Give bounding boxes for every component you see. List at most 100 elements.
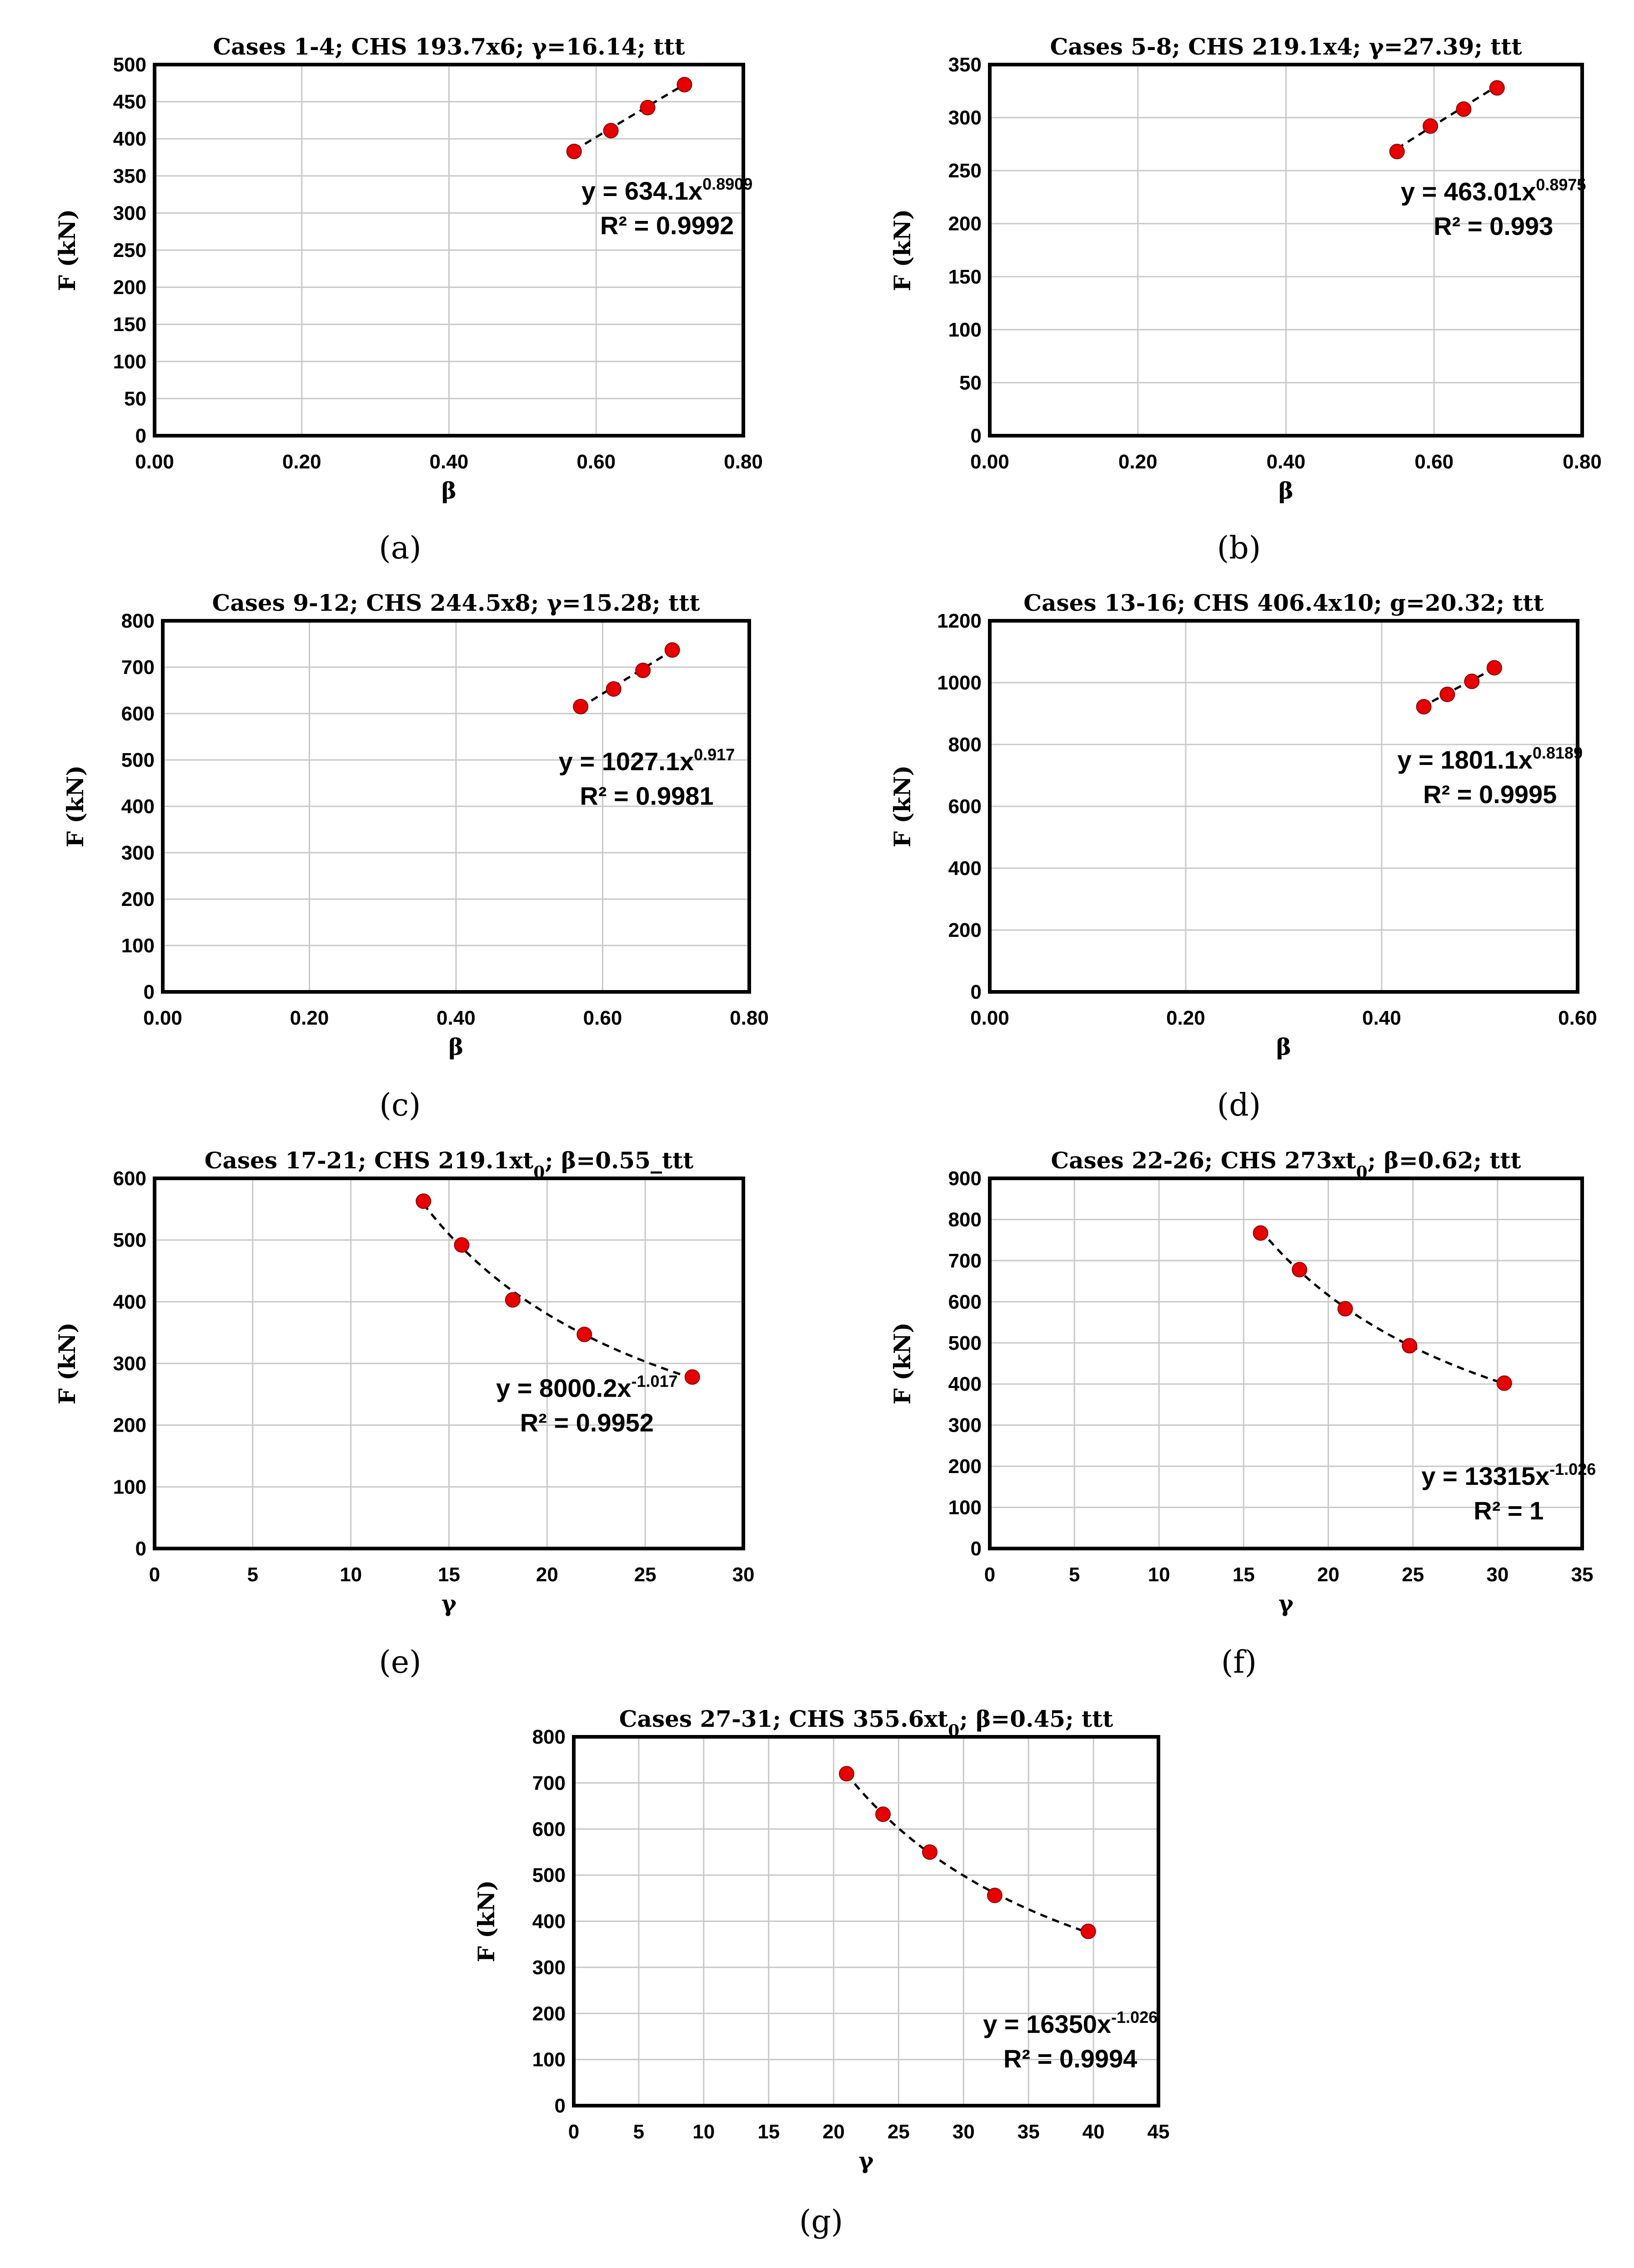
y-tick-label: 200 (948, 213, 982, 235)
x-tick-label: 0.60 (576, 451, 616, 473)
chart-b: 0 50 100 150 200 250 300 350 0.00 0.20 0.40 0.60 0.8… (889, 33, 1602, 566)
y-tick-label: 200 (532, 2002, 566, 2025)
r-squared: R² = 0.9994 (1003, 2044, 1137, 2073)
trend-equation: y = 13315x-1.026 (1421, 1460, 1596, 1490)
x-axis-label: β (448, 1033, 463, 1060)
y-tick-label: 200 (113, 1414, 146, 1437)
x-tick-label: 25 (634, 1564, 657, 1586)
y-tick-label: 500 (532, 1864, 566, 1886)
y-tick-label: 600 (532, 1818, 566, 1841)
y-axis-label: F (kN) (473, 1880, 500, 1962)
plot-frame (988, 63, 1584, 438)
y-tick-label: 100 (113, 1476, 146, 1498)
r-squared: R² = 1 (1474, 1496, 1544, 1525)
chart-title: Cases 13-16; CHS 406.4x10; g=20.32; ttt (1023, 589, 1544, 616)
data-point (606, 681, 622, 697)
y-tick-label: 0 (144, 981, 155, 1003)
data-point (1253, 1225, 1268, 1241)
data-point (1464, 674, 1480, 689)
data-point (839, 1766, 855, 1782)
y-tick-label: 600 (948, 1291, 982, 1313)
y-tick-label: 300 (948, 107, 982, 129)
data-point (573, 699, 589, 714)
y-tick-label: 150 (948, 266, 982, 288)
data-point (987, 1887, 1002, 1903)
y-tick-label: 0 (135, 425, 146, 447)
y-tick-label: 100 (121, 935, 155, 957)
x-tick-label: 0.80 (724, 451, 763, 473)
y-tick-label: 400 (948, 1373, 982, 1395)
y-tick-label: 600 (121, 703, 155, 725)
y-tick-label: 700 (121, 656, 155, 679)
x-axis-label: β (441, 477, 456, 504)
data-point (566, 143, 582, 159)
y-axis-label: F (kN) (889, 209, 916, 292)
y-tick-label: 300 (113, 202, 146, 224)
r-squared: R² = 0.993 (1434, 211, 1553, 240)
x-tick-label: 0.60 (583, 1007, 622, 1029)
y-tick-label: 400 (532, 1911, 566, 1933)
y-tick-label: 800 (121, 610, 155, 632)
y-tick-label: 400 (948, 857, 982, 880)
y-tick-label: 400 (121, 795, 155, 818)
x-tick-label: 0.40 (436, 1007, 476, 1029)
y-axis-label: F (kN) (54, 1323, 80, 1405)
x-tick-label: 45 (1148, 2121, 1170, 2143)
data-point (922, 1844, 938, 1860)
data-point (677, 77, 692, 93)
chart-f: 0 100 200 300 400 500 600 700 800 900 0 5 10 15 20 25 30… (889, 1147, 1596, 1680)
plot-frame (988, 619, 1579, 994)
y-tick-label: 250 (113, 239, 146, 261)
trendline (573, 81, 689, 151)
x-tick-label: 0.00 (135, 451, 174, 473)
x-tick-label: 10 (1148, 1564, 1170, 1586)
x-tick-label: 0.60 (1558, 1007, 1597, 1029)
trend-equation: y = 1027.1x0.917 (559, 745, 735, 775)
x-tick-label: 0.40 (1267, 451, 1306, 473)
panel-label: (f) (1221, 1644, 1257, 1680)
x-tick-label: 25 (1402, 1564, 1424, 1586)
x-tick-label: 20 (536, 1564, 558, 1586)
y-tick-label: 700 (532, 1772, 566, 1794)
y-tick-label: 50 (959, 372, 982, 394)
x-tick-label: 0 (568, 2121, 579, 2143)
y-tick-label: 200 (948, 1455, 982, 1478)
data-point (1439, 686, 1455, 702)
y-tick-label: 500 (113, 54, 146, 76)
y-tick-label: 450 (113, 91, 146, 113)
x-tick-label: 15 (757, 2121, 780, 2143)
plot-frame (153, 1177, 745, 1550)
chart-title: Cases 22-26; CHS 273xt0; β=0.62; ttt (1051, 1147, 1521, 1182)
x-tick-label: 15 (438, 1564, 460, 1586)
y-tick-label: 0 (555, 2095, 566, 2117)
x-axis-label: γ (441, 1590, 457, 1617)
x-axis-label: β (1278, 477, 1293, 504)
y-tick-label: 400 (113, 128, 146, 150)
x-tick-label: 5 (1069, 1564, 1080, 1586)
y-tick-label: 300 (113, 1353, 146, 1375)
x-tick-label: 0.40 (430, 451, 469, 473)
chart-e: 0 100 200 300 400 500 600 0 5 10 15 20 25 30 γ F (kN) Ca… (54, 1147, 754, 1680)
x-tick-label: 0.80 (730, 1007, 769, 1029)
r-squared: R² = 0.9952 (520, 1408, 654, 1437)
y-tick-label: 0 (971, 425, 982, 447)
plot-frame (153, 63, 745, 438)
data-point (1496, 1375, 1512, 1391)
chart-a: 0 50 100 150 200 250 300 350 400 450 500 0.00 0.20 0.… (54, 33, 763, 566)
y-axis-label: F (kN) (889, 1323, 916, 1405)
x-tick-label: 5 (247, 1564, 258, 1586)
data-point (1486, 660, 1502, 676)
x-tick-label: 30 (1486, 1564, 1509, 1586)
x-tick-label: 0.20 (1118, 451, 1158, 473)
trendline (422, 1203, 693, 1379)
y-tick-label: 150 (113, 313, 146, 336)
chart-title: Cases 17-21; CHS 219.1xt0; β=0.55_ttt (205, 1147, 694, 1182)
x-tick-label: 25 (887, 2121, 910, 2143)
x-tick-label: 0.20 (290, 1007, 329, 1029)
x-tick-label: 30 (952, 2121, 975, 2143)
trend-equation: y = 8000.2x-1.017 (496, 1372, 677, 1402)
x-tick-label: 40 (1083, 2121, 1105, 2143)
y-tick-label: 500 (113, 1229, 146, 1252)
trend-equation: y = 634.1x0.8909 (581, 175, 752, 205)
